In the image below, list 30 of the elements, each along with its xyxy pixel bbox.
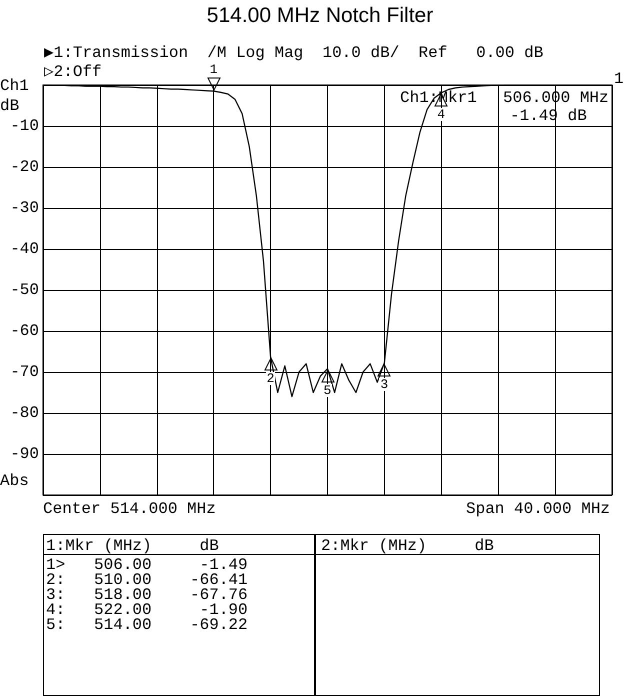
y-tick-label: -20 (10, 158, 39, 176)
text: 1> 506.00 -1.49 (46, 556, 248, 574)
text: 2:Mkr (MHz) dB (321, 537, 494, 555)
text: 1 (614, 70, 624, 88)
y-tick-label: -10 (10, 117, 39, 135)
annotation: 2 (266, 371, 276, 386)
text: Center 514.000 MHz (43, 500, 216, 518)
y-tick-label: -60 (10, 322, 39, 340)
y-tick-label: -90 (10, 445, 39, 463)
text: 4: 522.00 -1.90 (46, 601, 248, 619)
annotation: 5 (322, 382, 332, 398)
text: 1:Mkr (MHz) dB (46, 537, 219, 555)
y-tick-label: -30 (10, 199, 39, 217)
text: Abs (0, 472, 29, 490)
text: ▶1:Transmission /M Log Mag 10.0 dB/ Ref 0.00 dB (44, 44, 544, 62)
text: dB (0, 97, 20, 115)
text: 1 (208, 62, 218, 78)
y-tick-label: -70 (10, 363, 39, 381)
text: Span 40.000 MHz (466, 500, 610, 518)
text: 5: 514.00 -69.22 (46, 616, 248, 634)
chart-title: 514.00 MHz Notch Filter (206, 4, 434, 28)
y-tick-label: -80 (10, 404, 39, 422)
text: 2: 510.00 -66.41 (46, 571, 248, 589)
annotation: 4 (436, 106, 446, 122)
y-tick-label: -40 (10, 240, 39, 258)
annotation: 3 (379, 376, 390, 392)
text: Ch1 (0, 77, 29, 95)
y-tick-label: -50 (10, 281, 39, 299)
text: 3: 518.00 -67.76 (46, 586, 248, 604)
text: ▷2:Off (44, 63, 102, 81)
